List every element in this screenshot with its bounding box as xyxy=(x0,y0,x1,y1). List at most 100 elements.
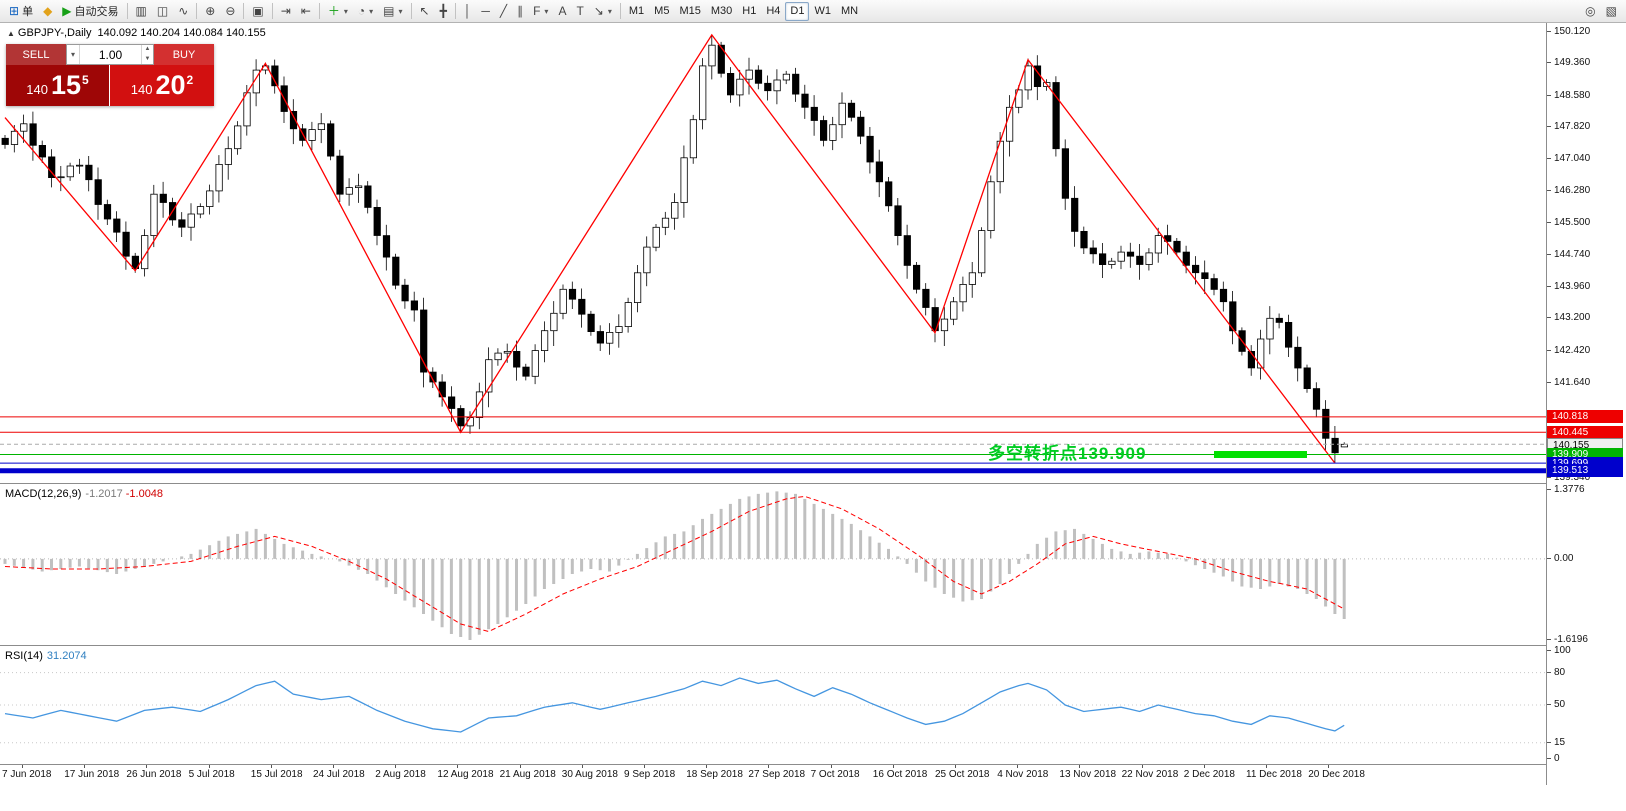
price-tick-label: 0 xyxy=(1554,753,1560,764)
zoom-out-icon: ⊖ xyxy=(225,4,236,18)
date-label: 21 Aug 2018 xyxy=(499,769,556,780)
candlestick-chart-icon: ◫ xyxy=(156,4,169,18)
price-tick-label: 149.360 xyxy=(1554,57,1591,69)
volume-dropdown-caret-icon[interactable]: ▾ xyxy=(67,45,80,64)
new-order-icon: ⊞ xyxy=(9,4,20,18)
autotrading-button[interactable]: ▶ 自动交易 xyxy=(57,2,123,21)
tile-windows-button[interactable]: ▣ xyxy=(247,2,268,21)
time-axis[interactable]: 7 Jun 2018 17 Jun 2018 26 Jun 2018 5 Jul 20… xyxy=(0,765,1546,785)
arrows-icon: ↘ xyxy=(593,4,604,18)
chart-shift-button[interactable]: ⇤ xyxy=(296,2,316,21)
axis-tick xyxy=(1547,489,1551,490)
channel-button[interactable]: ∥ xyxy=(512,2,528,21)
timeframe-mn-button[interactable]: MN xyxy=(836,2,863,21)
timeframe-m15-button[interactable]: M15 xyxy=(674,2,705,21)
panel-separator[interactable] xyxy=(0,483,1626,484)
pivot-annotation: 多空转折点139.909 xyxy=(988,444,1147,463)
axis-tick xyxy=(1547,477,1551,478)
label-button[interactable]: T xyxy=(571,2,588,21)
autotrading-icon: ▶ xyxy=(62,4,72,18)
macd-panel[interactable] xyxy=(0,484,1546,645)
timeframe-m1-button[interactable]: M1 xyxy=(624,2,649,21)
dropdown-caret-icon: ▾ xyxy=(544,6,549,16)
timeframe-h4-button[interactable]: H4 xyxy=(761,2,785,21)
timeframe-d1-button[interactable]: D1 xyxy=(785,1,810,21)
timeframe-h1-label: H1 xyxy=(742,5,757,17)
indicators-button[interactable]: ＋ ▾ xyxy=(323,2,353,21)
dropdown-caret-icon: ▾ xyxy=(343,6,348,16)
spinner-up-icon[interactable]: ▲ xyxy=(144,46,151,52)
volume-input[interactable]: 1.00 xyxy=(98,47,123,62)
price-tick-label: 146.280 xyxy=(1554,184,1591,196)
candlestick-chart-button[interactable]: ◫ xyxy=(152,2,173,21)
spinner-down-icon[interactable]: ▼ xyxy=(144,55,151,62)
price-tag: 139.513 xyxy=(1547,464,1623,478)
date-label: 16 Oct 2018 xyxy=(872,769,928,780)
price-tick-label: 148.580 xyxy=(1554,89,1591,101)
arrows-button[interactable]: ↘ ▾ xyxy=(589,2,617,21)
axis-tick xyxy=(1547,222,1551,224)
window-list-button[interactable]: ▧ xyxy=(1601,2,1622,21)
periods-button[interactable]: ◔ ▾ xyxy=(353,2,378,21)
axis-tick xyxy=(1547,94,1551,96)
auto-scroll-icon: ⇥ xyxy=(280,4,291,18)
zoom-in-button[interactable]: ⊕ xyxy=(200,2,220,21)
volume-spinner[interactable]: ▲ ▼ xyxy=(141,45,153,64)
bar-chart-icon: ▥ xyxy=(135,4,147,18)
timeframe-h1-button[interactable]: H1 xyxy=(737,2,761,21)
symbol-period-label: GBPJPY-,Daily xyxy=(17,27,92,39)
timeframe-w1-button[interactable]: W1 xyxy=(809,2,836,21)
macd-name: MACD(12,26,9) xyxy=(5,488,82,500)
price-tick-label: 139.340 xyxy=(1554,472,1591,483)
timeframe-m5-button[interactable]: M5 xyxy=(649,2,674,21)
text-button[interactable]: A xyxy=(553,2,571,21)
fibonacci-button[interactable]: F ▾ xyxy=(528,2,553,21)
buy-header[interactable]: BUY xyxy=(154,44,214,65)
date-tick xyxy=(581,765,583,768)
horizontal-line-button[interactable]: ─ xyxy=(476,2,495,21)
favorites-button[interactable]: ◆ xyxy=(38,2,57,21)
zoom-out-button[interactable]: ⊖ xyxy=(220,2,240,21)
line-chart-button[interactable]: ∿ xyxy=(173,2,193,21)
search-button[interactable]: ◎ xyxy=(1580,2,1600,21)
date-label: 2 Dec 2018 xyxy=(1183,769,1235,780)
crosshair-button[interactable]: ╋ xyxy=(435,2,452,21)
axis-tick xyxy=(1547,381,1551,383)
toolbar-separator xyxy=(196,3,198,19)
toolbar-separator xyxy=(318,3,320,19)
trendline-button[interactable]: ╱ xyxy=(495,2,512,21)
channel-icon: ∥ xyxy=(517,4,524,18)
cursor-button[interactable]: ↖ xyxy=(415,2,435,21)
sell-header[interactable]: SELL xyxy=(6,44,66,65)
date-label: 4 Nov 2018 xyxy=(997,769,1049,780)
date-tick xyxy=(1017,765,1019,768)
periods-icon: ◔ xyxy=(357,4,366,18)
search-icon: ◎ xyxy=(1585,4,1596,18)
sell-price-pipette: 5 xyxy=(82,72,89,87)
auto-scroll-button[interactable]: ⇥ xyxy=(276,2,296,21)
favorites-icon: ◆ xyxy=(43,4,53,18)
vertical-line-button[interactable]: │ xyxy=(459,2,477,21)
templates-button[interactable]: ▤ ▾ xyxy=(378,2,407,21)
axis-tick xyxy=(1547,158,1551,160)
price-tick-label: 147.040 xyxy=(1554,153,1591,165)
tile-windows-icon: ▣ xyxy=(252,4,264,18)
collapse-arrow-icon[interactable]: ▲ xyxy=(7,29,15,38)
rsi-panel[interactable] xyxy=(0,646,1546,764)
buy-button[interactable]: 140 20 2 xyxy=(110,65,214,106)
sell-button[interactable]: 140 15 5 xyxy=(6,65,110,106)
rsi-value: 31.2074 xyxy=(46,650,87,662)
buy-price-pips: 20 xyxy=(155,70,186,100)
new-order-button[interactable]: ⊞ 单 xyxy=(4,2,38,21)
macd-main-value: -1.2017 xyxy=(85,488,123,500)
sell-price-pips: 15 xyxy=(50,70,82,100)
bar-chart-button[interactable]: ▥ xyxy=(131,2,152,21)
date-tick xyxy=(146,765,148,768)
price-tick-label: 147.820 xyxy=(1554,121,1591,133)
date-tick xyxy=(830,765,832,768)
price-axis[interactable]: 150.120 149.360 148.580 147.820 147.040 146.2… xyxy=(1547,23,1626,785)
panel-separator[interactable] xyxy=(0,645,1626,646)
date-label: 27 Sep 2018 xyxy=(748,769,806,780)
price-chart[interactable] xyxy=(0,23,1546,484)
timeframe-m30-button[interactable]: M30 xyxy=(706,2,737,21)
